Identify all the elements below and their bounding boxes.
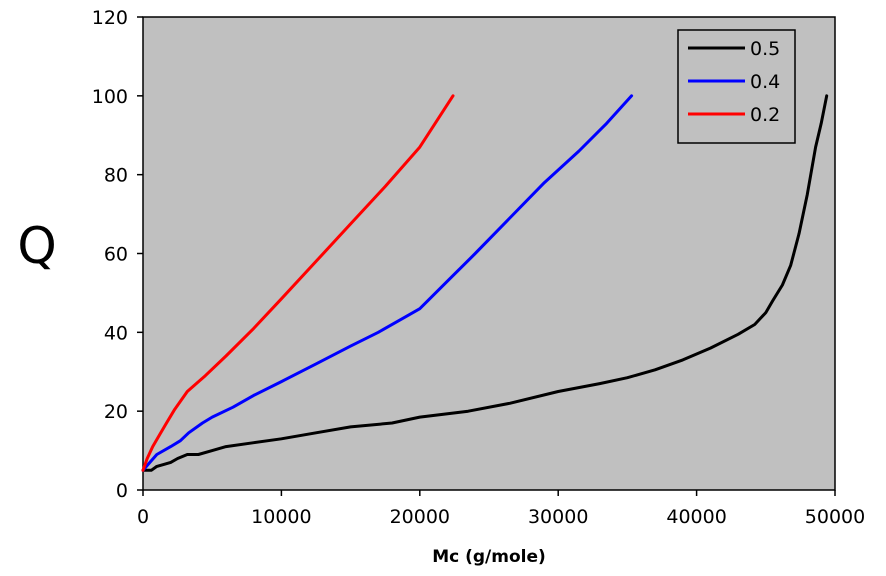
series-lines <box>141 94 829 472</box>
x-axis-title: Mc (g/mole) <box>432 547 546 567</box>
x-tick-label: 10000 <box>251 506 311 528</box>
series-line-0-4 <box>141 94 634 472</box>
series-line-0-5 <box>141 94 829 472</box>
x-tick-label: 40000 <box>666 506 726 528</box>
x-tick-label: 30000 <box>528 506 588 528</box>
x-tick-label: 0 <box>137 506 149 528</box>
y-tick-label: 20 <box>104 401 128 423</box>
y-tick-label: 80 <box>104 165 128 187</box>
legend-label: 0.2 <box>750 104 780 126</box>
legend-label: 0.4 <box>750 71 780 93</box>
y-axis: 0 20 40 60 80 100 120 <box>92 7 143 502</box>
y-tick-label: 100 <box>92 86 128 108</box>
y-tick-label: 60 <box>104 244 128 266</box>
legend-label: 0.5 <box>750 38 780 60</box>
x-axis: 0 10000 20000 30000 40000 50000 <box>137 490 865 528</box>
y-tick-label: 40 <box>104 322 128 344</box>
series-line-0-2 <box>141 94 455 472</box>
y-tick-label: 0 <box>116 480 128 502</box>
y-axis-title: Q <box>17 217 56 275</box>
legend: 0.5 0.4 0.2 <box>677 29 796 144</box>
x-tick-label: 50000 <box>805 506 865 528</box>
y-tick-label: 120 <box>92 7 128 29</box>
x-tick-label: 20000 <box>390 506 450 528</box>
